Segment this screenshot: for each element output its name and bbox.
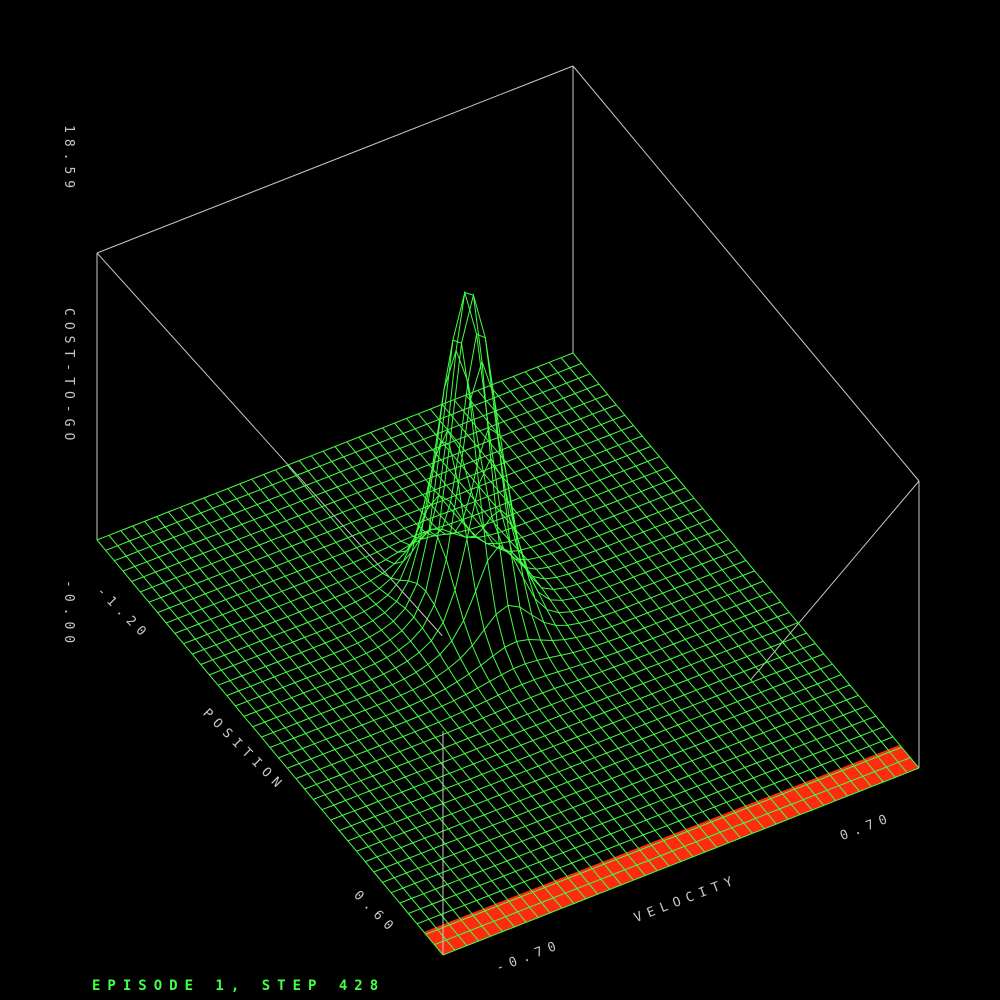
z-tick-label-max: 18.59	[61, 125, 76, 195]
surface-velocity-line	[310, 439, 658, 872]
surface-velocity-line	[572, 352, 920, 769]
value-function-surface	[96, 290, 920, 956]
surface-velocity-line	[96, 539, 444, 956]
surface-velocity-line	[453, 399, 801, 816]
surface-velocity-line	[370, 432, 718, 848]
surface-velocity-line	[417, 413, 765, 830]
episode-step-status: EPISODE 1, STEP 428	[92, 978, 386, 994]
surface-velocity-line	[489, 385, 837, 802]
surface-velocity-line	[108, 534, 456, 951]
surface-velocity-line	[251, 478, 599, 895]
surface-velocity-line	[465, 394, 813, 811]
surface-velocity-line	[227, 488, 575, 904]
surface-velocity-line	[215, 492, 563, 909]
surface-velocity-line	[144, 520, 491, 937]
surface-position-line	[226, 290, 703, 697]
surface-velocity-line	[536, 366, 884, 783]
surface-velocity-line	[429, 408, 777, 825]
surface-velocity-line	[334, 291, 682, 862]
surface-velocity-line	[382, 427, 729, 844]
surface-velocity-line	[132, 525, 480, 942]
surface-velocity-line	[287, 464, 634, 881]
surface-velocity-line	[548, 361, 896, 778]
surface-velocity-line	[298, 460, 646, 876]
surface-velocity-line	[191, 502, 539, 918]
surface-velocity-line	[203, 497, 551, 914]
surface-velocity-line	[477, 390, 825, 806]
surface-velocity-line	[168, 511, 515, 928]
z-axis-label: COST-TO-GO	[61, 308, 76, 447]
surface-velocity-line	[501, 380, 848, 797]
surface-velocity-line	[239, 483, 587, 900]
surface-velocity-line	[441, 404, 789, 820]
surface-velocity-line	[358, 427, 706, 853]
box-edge	[96, 65, 574, 254]
box-edge-hidden	[750, 480, 920, 681]
z-tick-label-min: -0.00	[61, 580, 76, 650]
surface-velocity-line	[179, 506, 527, 923]
surface-velocity-line	[120, 530, 468, 946]
surface-velocity-line	[406, 418, 753, 834]
surface-position-line	[217, 348, 695, 686]
bounding-box-back-edges	[96, 65, 920, 768]
surface-velocity-line	[525, 371, 872, 788]
surface-velocity-line	[263, 474, 610, 890]
surface-velocity-line	[394, 422, 741, 839]
surface-velocity-line	[322, 339, 670, 867]
surface-velocity-line	[275, 469, 622, 886]
surface-velocity-line	[513, 376, 860, 792]
surface-velocity-line	[156, 516, 503, 932]
box-edge	[572, 65, 920, 482]
surface-velocity-line	[346, 333, 694, 858]
surface-velocity-line	[560, 357, 908, 774]
